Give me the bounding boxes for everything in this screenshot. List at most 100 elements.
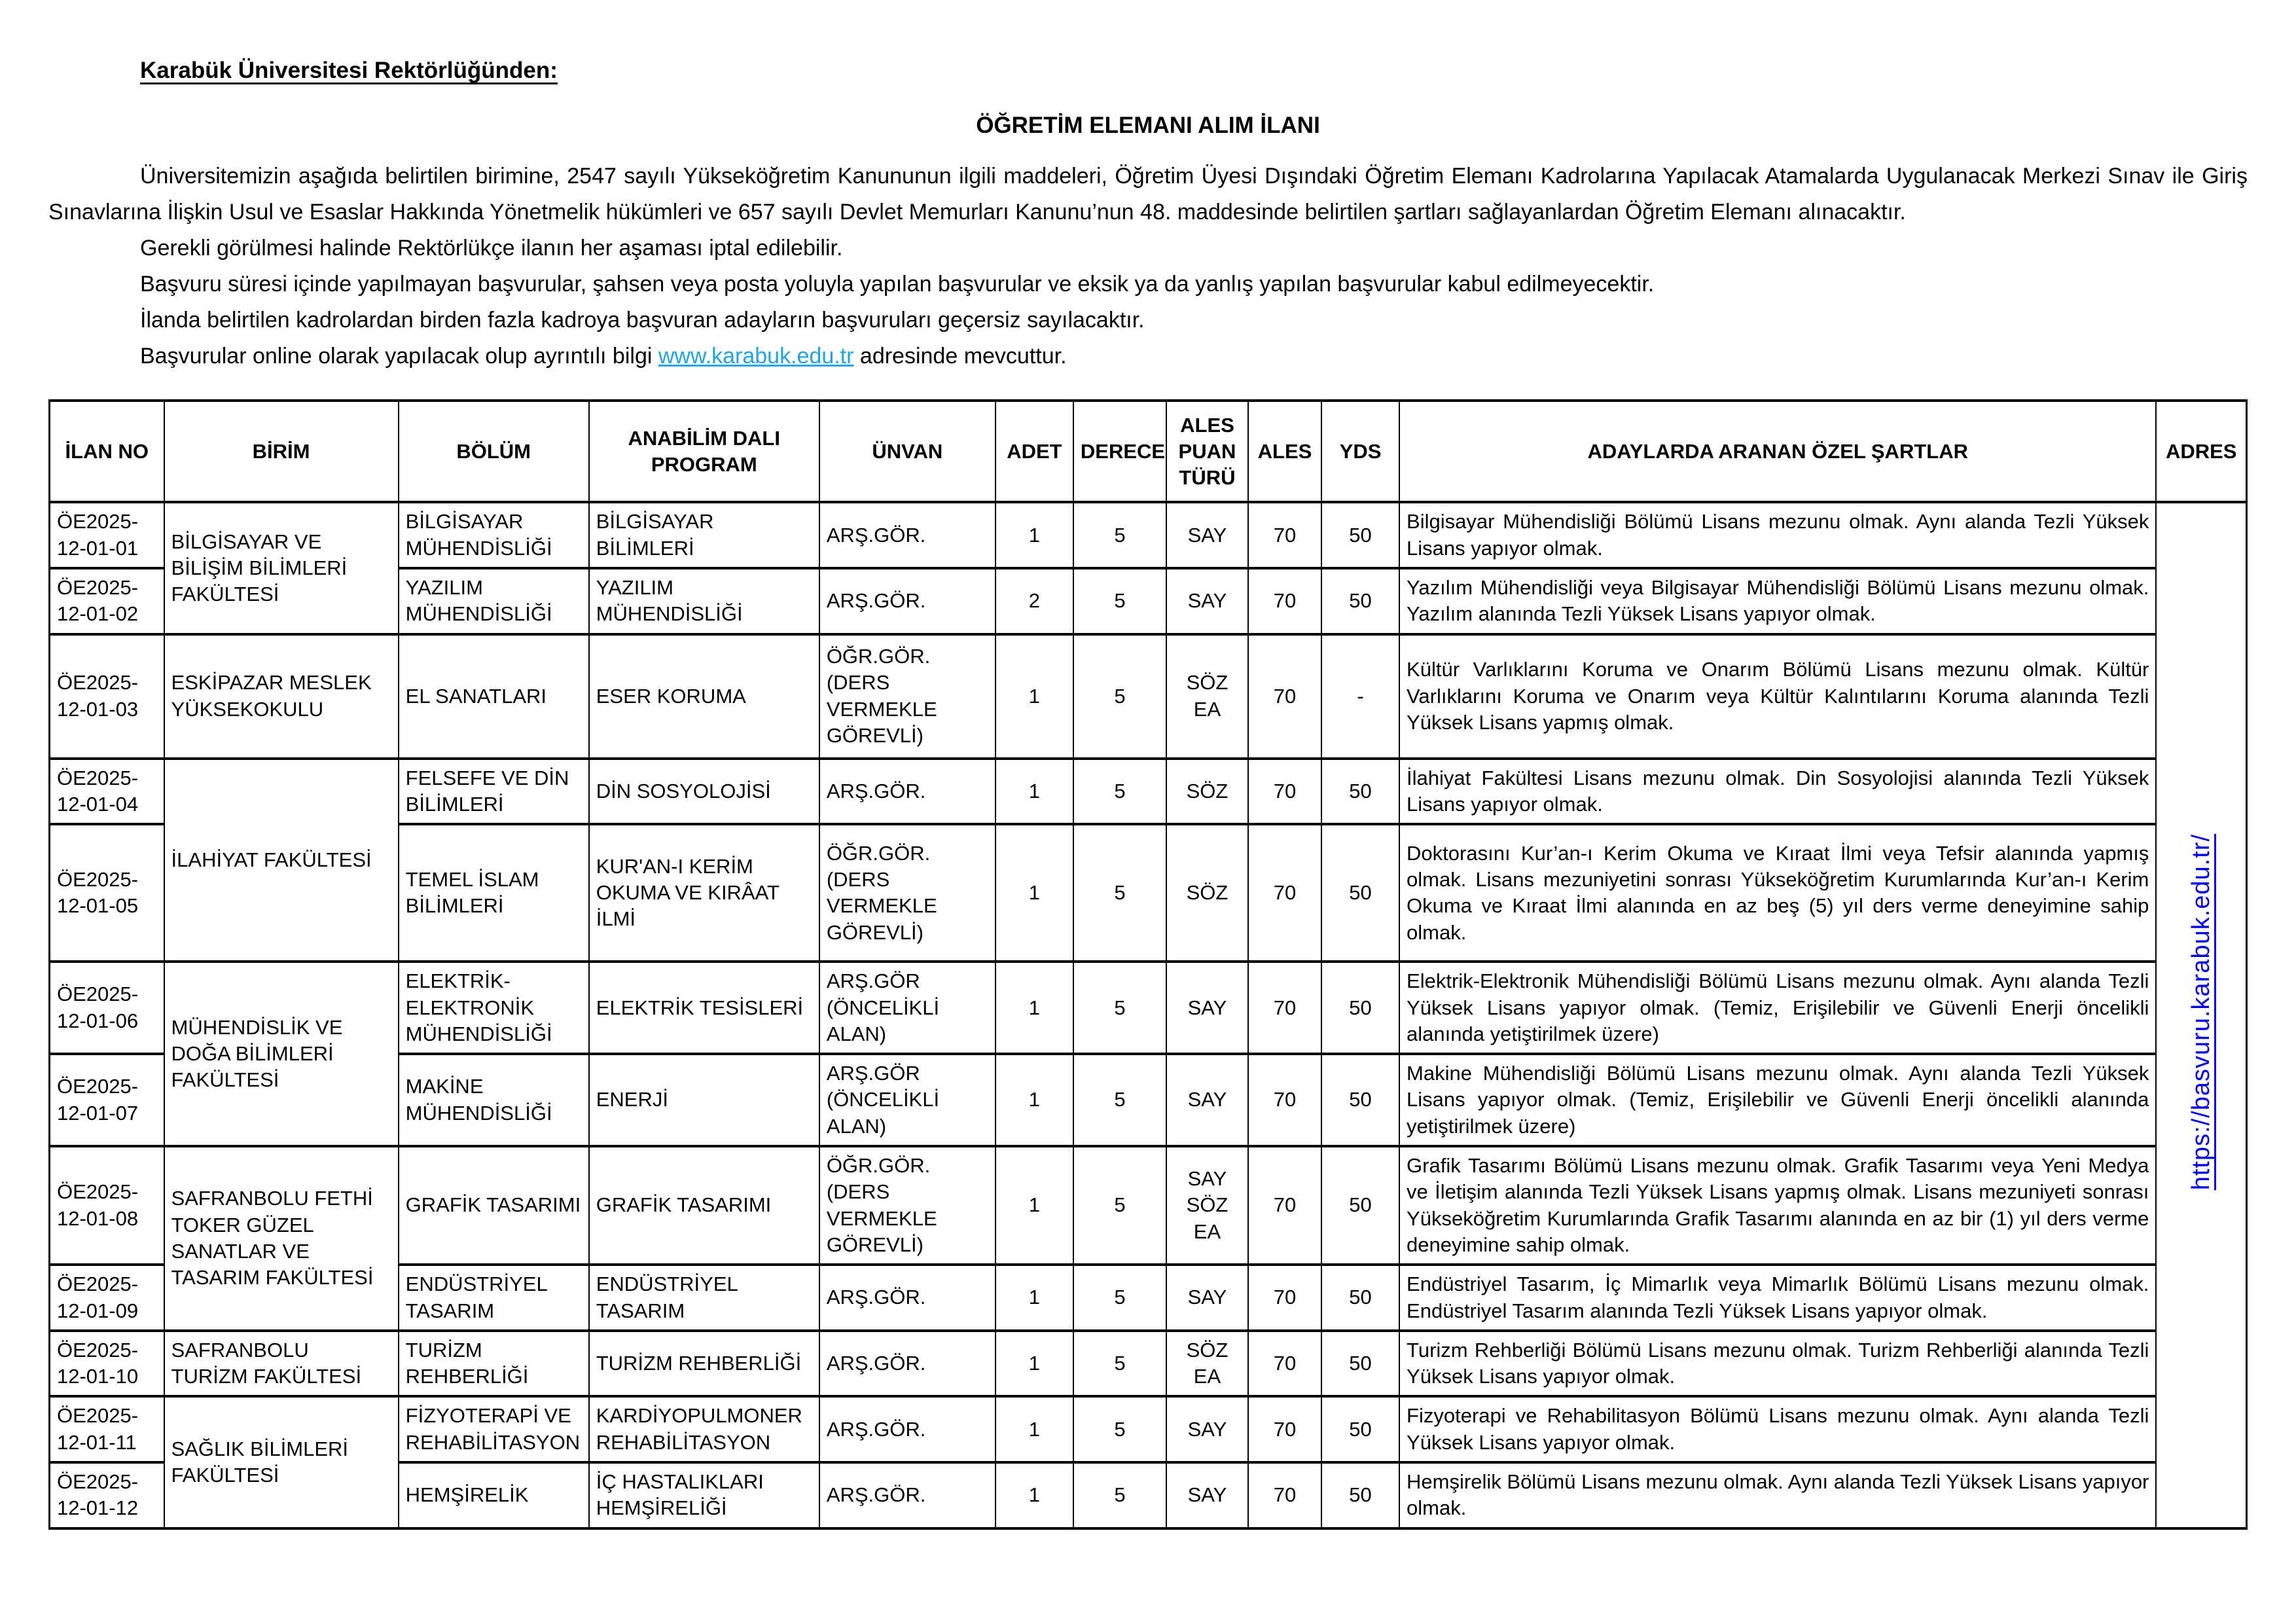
cell-ales: 70 [1247, 1461, 1323, 1530]
cell-ilan-no: ÖE2025- 12-01-06 [48, 960, 165, 1056]
cell-derece: 5 [1072, 1329, 1167, 1398]
cell-bolum: BİLGİSAYAR MÜHENDİSLİĞİ [397, 501, 590, 570]
cell-adet: 1 [994, 1329, 1074, 1398]
cell-bolum: TEMEL İSLAM BİLİMLERİ [397, 823, 590, 964]
table-row: ÖE2025- 12-01-06 MÜHENDİSLİK VE DOĞA BİL… [48, 960, 2247, 1148]
cell-bolum: MAKİNE MÜHENDİSLİĞİ [397, 1053, 590, 1148]
cell-unvan: ARŞ.GÖR (ÖNCELİKLİ ALAN) [818, 1053, 996, 1148]
cell-ozel-sartlar: Grafik Tasarımı Bölümü Lisans mezunu olm… [1399, 1145, 2157, 1267]
cell-ozel-sartlar: Elektrik-Elektronik Mühendisliği Bölümü … [1399, 960, 2157, 1056]
cell-ales: 70 [1247, 1053, 1323, 1148]
cell-anabilim: TURİZM REHBERLİĞİ [588, 1329, 820, 1398]
header-yds: YDS [1321, 399, 1401, 504]
cell-anabilim: ELEKTRİK TESİSLERİ [588, 960, 820, 1056]
cell-ales-turu: SÖZ EA [1165, 1329, 1249, 1398]
cell-yds: 50 [1321, 1329, 1401, 1398]
cell-anabilim: ENDÜSTRİYEL TASARIM [588, 1263, 820, 1332]
table-row: ÖE2025- 12-01-02 YAZILIM MÜHENDİSLİĞİ YA… [48, 567, 2247, 636]
cell-bolum: EL SANATLARI [397, 632, 590, 760]
cell-birim: SAFRANBOLU FETHİ TOKER GÜZEL SANATLAR VE… [163, 1145, 399, 1332]
cell-ales: 70 [1247, 567, 1323, 636]
cell-adet: 1 [994, 757, 1074, 826]
cell-derece: 5 [1072, 1145, 1167, 1267]
cell-bolum: ELEKTRİK- ELEKTRONİK MÜHENDİSLİĞİ [397, 960, 590, 1056]
cell-yds: 50 [1321, 1053, 1401, 1148]
cell-ilan-no: ÖE2025- 12-01-08 [48, 1145, 165, 1267]
cell-ilan-no: ÖE2025- 12-01-02 [48, 567, 165, 636]
cell-bolum: FELSEFE VE DİN BİLİMLERİ [397, 757, 590, 826]
cell-adet: 1 [994, 1395, 1074, 1464]
header-adres: ADRES [2155, 399, 2248, 504]
cell-ilan-no: ÖE2025- 12-01-01 [48, 501, 165, 570]
announcement-title: ÖĞRETİM ELEMANI ALIM İLANI [976, 113, 1320, 138]
table-header-row: İLAN NO BİRİM BÖLÜM ANABİLİM DALI PROGRA… [48, 399, 2248, 504]
cell-ozel-sartlar: Yazılım Mühendisliği veya Bilgisayar Müh… [1399, 567, 2157, 636]
document-heading-text: Karabük Üniversitesi Rektörlüğünden: [140, 58, 558, 83]
cell-bolum: TURİZM REHBERLİĞİ [397, 1329, 590, 1398]
header-ozel-sartlar: ADAYLARDA ARANAN ÖZEL ŞARTLAR [1399, 399, 2157, 504]
cell-anabilim: KUR'AN-I KERİM OKUMA VE KIRÂAT İLMİ [588, 823, 820, 964]
cell-adet: 1 [994, 823, 1074, 964]
cell-unvan: ÖĞR.GÖR. (DERS VERMEKLE GÖREVLİ) [818, 1145, 996, 1267]
cell-derece: 5 [1072, 632, 1167, 760]
table-row: ÖE2025- 12-01-11 SAĞLIK BİLİMLERİ FAKÜLT… [48, 1395, 2247, 1530]
cell-anabilim: ENERJİ [588, 1053, 820, 1148]
cell-yds: 50 [1321, 567, 1401, 636]
cell-adet: 2 [994, 567, 1074, 636]
cell-ilan-no: ÖE2025- 12-01-07 [48, 1053, 165, 1148]
header-adet: ADET [994, 399, 1074, 504]
cell-birim: MÜHENDİSLİK VE DOĞA BİLİMLERİ FAKÜLTESİ [163, 960, 399, 1148]
cell-unvan: ARŞ.GÖR. [818, 501, 996, 570]
cell-ales-turu: SÖZ EA [1165, 632, 1249, 760]
note-application-method: Başvuru süresi içinde yapılmayan başvuru… [140, 272, 1655, 297]
cell-ozel-sartlar: Doktorasını Kur’an-ı Kerim Okuma ve Kıra… [1399, 823, 2157, 964]
header-unvan: ÜNVAN [818, 399, 996, 504]
cell-yds: 50 [1321, 823, 1401, 964]
karabuk-edu-link[interactable]: www.karabuk.edu.tr [658, 344, 854, 369]
cell-anabilim: YAZILIM MÜHENDİSLİĞİ [588, 567, 820, 636]
cell-ales-turu: SAY [1165, 1461, 1249, 1530]
cell-unvan: ARŞ.GÖR. [818, 1461, 996, 1530]
cell-ales: 70 [1247, 960, 1323, 1056]
cell-ozel-sartlar: Endüstriyel Tasarım, İç Mimarlık veya Mi… [1399, 1263, 2157, 1332]
cell-birim: SAĞLIK BİLİMLERİ FAKÜLTESİ [163, 1395, 399, 1530]
cell-derece: 5 [1072, 960, 1167, 1056]
cell-anabilim: BİLGİSAYAR BİLİMLERİ [588, 501, 820, 570]
cell-ales-turu: SÖZ [1165, 757, 1249, 826]
cell-yds: 50 [1321, 960, 1401, 1056]
cell-ozel-sartlar: Turizm Rehberliği Bölümü Lisans mezunu o… [1399, 1329, 2157, 1398]
cell-unvan: ARŞ.GÖR. [818, 1329, 996, 1398]
cell-adet: 1 [994, 960, 1074, 1056]
cell-adres: https://basvuru.karabuk.edu.tr/ [2155, 501, 2248, 1530]
table-row: ÖE2025- 12-01-10 SAFRANBOLU TURİZM FAKÜL… [48, 1329, 2247, 1398]
cell-ales-turu: SAY [1165, 1395, 1249, 1464]
note-online-after-link: adresinde mevcuttur. [853, 344, 1067, 369]
cell-anabilim: ESER KORUMA [588, 632, 820, 760]
cell-unvan: ARŞ.GÖR. [818, 567, 996, 636]
cell-ales-turu: SAY [1165, 1053, 1249, 1148]
header-ales-puan-turu: ALES PUAN TÜRÜ [1165, 399, 1249, 504]
cell-ales-turu: SAY [1165, 1263, 1249, 1332]
table-row: ÖE2025- 12-01-07 MAKİNE MÜHENDİSLİĞİ ENE… [48, 1053, 2247, 1148]
cell-bolum: FİZYOTERAPİ VE REHABİLİTASYON [397, 1395, 590, 1464]
basvuru-link[interactable]: https://basvuru.karabuk.edu.tr/ [2187, 833, 2215, 1191]
table-row: ÖE2025- 12-01-01 BİLGİSAYAR VE BİLİŞİM B… [48, 501, 2248, 1530]
cell-yds: 50 [1321, 1461, 1401, 1530]
cell-ales: 70 [1247, 1395, 1323, 1464]
cell-derece: 5 [1072, 501, 1167, 570]
cell-ilan-no: ÖE2025- 12-01-11 [48, 1395, 165, 1464]
cell-ales-turu: SAY [1165, 501, 1249, 570]
cell-derece: 5 [1072, 1461, 1167, 1530]
table-row: ÖE2025- 12-01-03 ESKİPAZAR MESLEK YÜKSEK… [48, 632, 2247, 760]
cell-adet: 1 [994, 632, 1074, 760]
cell-unvan: ARŞ.GÖR. [818, 757, 996, 826]
header-bolum: BÖLÜM [397, 399, 590, 504]
header-anabilim: ANABİLİM DALI PROGRAM [588, 399, 820, 504]
cell-ilan-no: ÖE2025- 12-01-10 [48, 1329, 165, 1398]
cell-derece: 5 [1072, 823, 1167, 964]
cell-ales: 70 [1247, 823, 1323, 964]
cell-ales-turu: SAY [1165, 960, 1249, 1056]
cell-ilan-no: ÖE2025- 12-01-12 [48, 1461, 165, 1530]
cell-bolum: YAZILIM MÜHENDİSLİĞİ [397, 567, 590, 636]
cell-ales: 70 [1247, 501, 1323, 570]
